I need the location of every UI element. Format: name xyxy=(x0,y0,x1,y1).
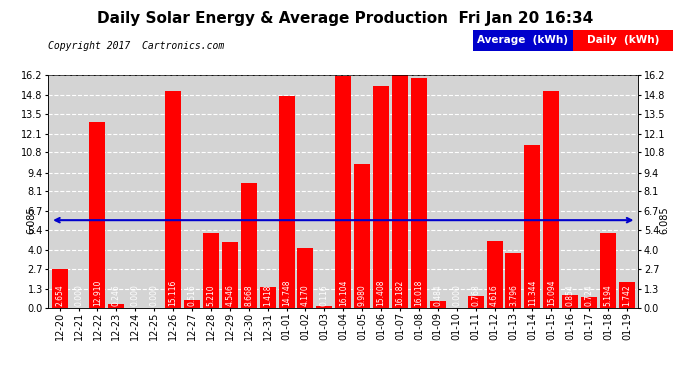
Text: 6.085: 6.085 xyxy=(660,206,670,234)
Text: 0.246: 0.246 xyxy=(112,284,121,306)
Text: 15.116: 15.116 xyxy=(168,280,177,306)
Text: 5.194: 5.194 xyxy=(604,284,613,306)
Text: 0.484: 0.484 xyxy=(433,284,442,306)
Bar xyxy=(600,233,616,308)
Text: 0.516: 0.516 xyxy=(188,284,197,306)
Bar xyxy=(430,300,446,307)
Text: 1.742: 1.742 xyxy=(622,285,631,306)
Text: 16.104: 16.104 xyxy=(339,280,348,306)
Bar xyxy=(411,78,427,308)
Text: 0.000: 0.000 xyxy=(150,284,159,306)
Text: 14.748: 14.748 xyxy=(282,280,291,306)
Text: 0.724: 0.724 xyxy=(584,284,593,306)
Bar xyxy=(543,91,560,308)
Text: 6.085: 6.085 xyxy=(26,206,37,234)
Text: 1.418: 1.418 xyxy=(263,285,272,306)
Text: 0.116: 0.116 xyxy=(320,285,329,306)
Bar xyxy=(90,122,106,308)
Text: 16.182: 16.182 xyxy=(395,280,404,306)
Bar xyxy=(562,295,578,307)
Bar xyxy=(279,96,295,308)
Bar xyxy=(52,269,68,308)
Bar xyxy=(221,242,238,308)
Text: 0.000: 0.000 xyxy=(452,284,461,306)
Text: Copyright 2017  Cartronics.com: Copyright 2017 Cartronics.com xyxy=(48,40,224,51)
Bar xyxy=(203,233,219,308)
Text: 15.094: 15.094 xyxy=(546,279,555,306)
Text: 0.000: 0.000 xyxy=(131,284,140,306)
Bar xyxy=(165,90,181,308)
Text: 0.768: 0.768 xyxy=(471,284,480,306)
Text: 9.980: 9.980 xyxy=(357,284,366,306)
Text: 15.408: 15.408 xyxy=(377,280,386,306)
Bar xyxy=(316,306,333,308)
Text: 0.854: 0.854 xyxy=(566,284,575,306)
Text: 0.000: 0.000 xyxy=(74,284,83,306)
Bar xyxy=(335,76,351,308)
Bar xyxy=(392,75,408,308)
Bar xyxy=(619,282,635,308)
Text: 5.210: 5.210 xyxy=(206,285,215,306)
Bar xyxy=(373,86,389,308)
Bar xyxy=(297,248,313,308)
Bar xyxy=(505,253,522,308)
Text: Daily Solar Energy & Average Production  Fri Jan 20 16:34: Daily Solar Energy & Average Production … xyxy=(97,11,593,26)
Bar xyxy=(468,297,484,307)
Bar xyxy=(184,300,200,307)
Text: 12.910: 12.910 xyxy=(93,280,102,306)
Bar xyxy=(581,297,597,307)
Bar xyxy=(259,287,276,308)
Text: 4.616: 4.616 xyxy=(490,284,499,306)
Text: 11.344: 11.344 xyxy=(528,280,537,306)
Text: 4.170: 4.170 xyxy=(301,284,310,306)
Bar xyxy=(486,241,502,308)
Bar xyxy=(354,164,371,308)
Text: 3.796: 3.796 xyxy=(509,284,518,306)
Text: Average  (kWh): Average (kWh) xyxy=(477,35,568,45)
Text: 4.546: 4.546 xyxy=(226,284,235,306)
Text: 8.668: 8.668 xyxy=(244,285,253,306)
Text: Daily  (kWh): Daily (kWh) xyxy=(586,35,659,45)
Text: 2.654: 2.654 xyxy=(55,284,64,306)
Bar xyxy=(108,304,124,307)
Bar xyxy=(524,145,540,308)
Text: 16.018: 16.018 xyxy=(415,280,424,306)
Bar xyxy=(241,183,257,308)
